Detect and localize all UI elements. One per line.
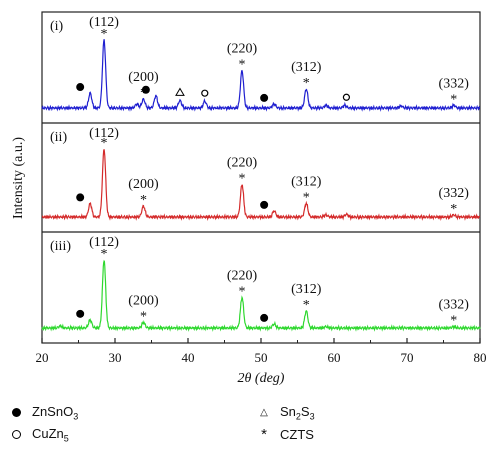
znsno3-marker (260, 313, 269, 322)
znsno3-marker (260, 93, 269, 102)
x-tick-label: 80 (474, 350, 487, 365)
znsno3-marker (76, 83, 85, 92)
panel-label: (ii) (50, 130, 67, 145)
x-tick-label: 60 (328, 350, 341, 365)
cuzn5-marker (201, 89, 209, 97)
x-tick-label: 70 (401, 350, 414, 365)
hkl-label: (220) (227, 42, 258, 57)
czts-marker: * (303, 76, 310, 91)
cuzn5-marker (342, 93, 351, 101)
hkl-label: (332) (439, 76, 470, 91)
czts-marker: * (303, 298, 310, 313)
czts-marker: * (239, 284, 246, 299)
x-axis-ticks: 20 30 40 50 60 70 80 (36, 338, 487, 365)
dot-icon (8, 405, 24, 420)
legend-item-znsno3: ZnSnO3 (8, 404, 78, 422)
czts-marker: * (140, 193, 147, 208)
hkl-label: (200) (128, 294, 159, 309)
hkl-label: (312) (291, 60, 322, 75)
czts-marker: * (239, 58, 246, 73)
czts-marker: * (303, 190, 310, 205)
czts-marker: * (140, 86, 147, 101)
x-axis-label: 2θ (deg) (238, 371, 285, 386)
legend-label-cuzn5: CuZn5 (32, 426, 69, 444)
czts-marker: * (140, 310, 147, 325)
czts-marker: * (450, 202, 457, 217)
znsno3-marker (76, 309, 85, 318)
panel-1: (i)*****(112)(200)(220)(312)(332) (41, 15, 481, 112)
znsno3-marker (141, 85, 150, 94)
x-tick-label: 20 (36, 350, 49, 365)
panel-label: (iii) (50, 239, 71, 254)
hkl-label: (220) (227, 268, 258, 283)
hkl-label: (112) (89, 126, 119, 141)
y-axis-label: Intensity (a.u.) (11, 137, 26, 219)
legend-item-sn2s3: △ Sn2S3 (256, 404, 315, 422)
legend-label-znsno3: ZnSnO3 (32, 404, 79, 422)
hkl-label: (332) (439, 186, 470, 201)
xrd-chart: 20 30 40 50 60 70 80 (i)*****(112)(200)(220)(3… (11, 11, 487, 386)
hkl-label: (312) (291, 174, 322, 189)
hkl-label: (112) (89, 235, 119, 250)
ring-icon (8, 427, 24, 442)
x-tick-label: 30 (109, 350, 122, 365)
panel-label: (i) (50, 19, 64, 34)
hkl-label: (112) (89, 15, 119, 30)
legend-item-czts: * CZTS (256, 426, 314, 443)
czts-marker: * (450, 92, 457, 107)
star-icon: * (261, 426, 267, 443)
hkl-label: (200) (128, 70, 159, 85)
series-line (41, 149, 481, 222)
triangle-icon: △ (260, 407, 268, 419)
x-tick-label: 40 (182, 350, 195, 365)
x-tick-label: 50 (255, 350, 268, 365)
czts-marker: * (101, 136, 108, 151)
plot-frame (41, 11, 481, 344)
czts-marker: * (101, 27, 108, 42)
panel-3: (iii)*****(112)(200)(220)(312)(332) (41, 235, 481, 332)
hkl-label: (200) (128, 177, 159, 192)
panel-2: (ii) *****(112)(200)(220)(312)(332) (41, 126, 481, 222)
znsno3-marker (76, 193, 85, 202)
hkl-label: (312) (291, 282, 322, 297)
series-line (41, 259, 481, 332)
hkl-label: (220) (227, 155, 258, 170)
legend-item-cuzn5: CuZn5 (8, 426, 69, 444)
czts-marker: * (450, 314, 457, 329)
czts-marker: * (239, 171, 246, 186)
hkl-label: (332) (439, 298, 470, 313)
series-line (41, 39, 481, 112)
panels: (i)*****(112)(200)(220)(312)(332)(ii) ***… (41, 15, 481, 332)
czts-marker: * (101, 247, 108, 262)
znsno3-marker (260, 200, 269, 209)
sn2s3-marker (175, 87, 185, 96)
legend-label-czts: CZTS (280, 427, 314, 442)
legend-label-sn2s3: Sn2S3 (280, 404, 315, 422)
